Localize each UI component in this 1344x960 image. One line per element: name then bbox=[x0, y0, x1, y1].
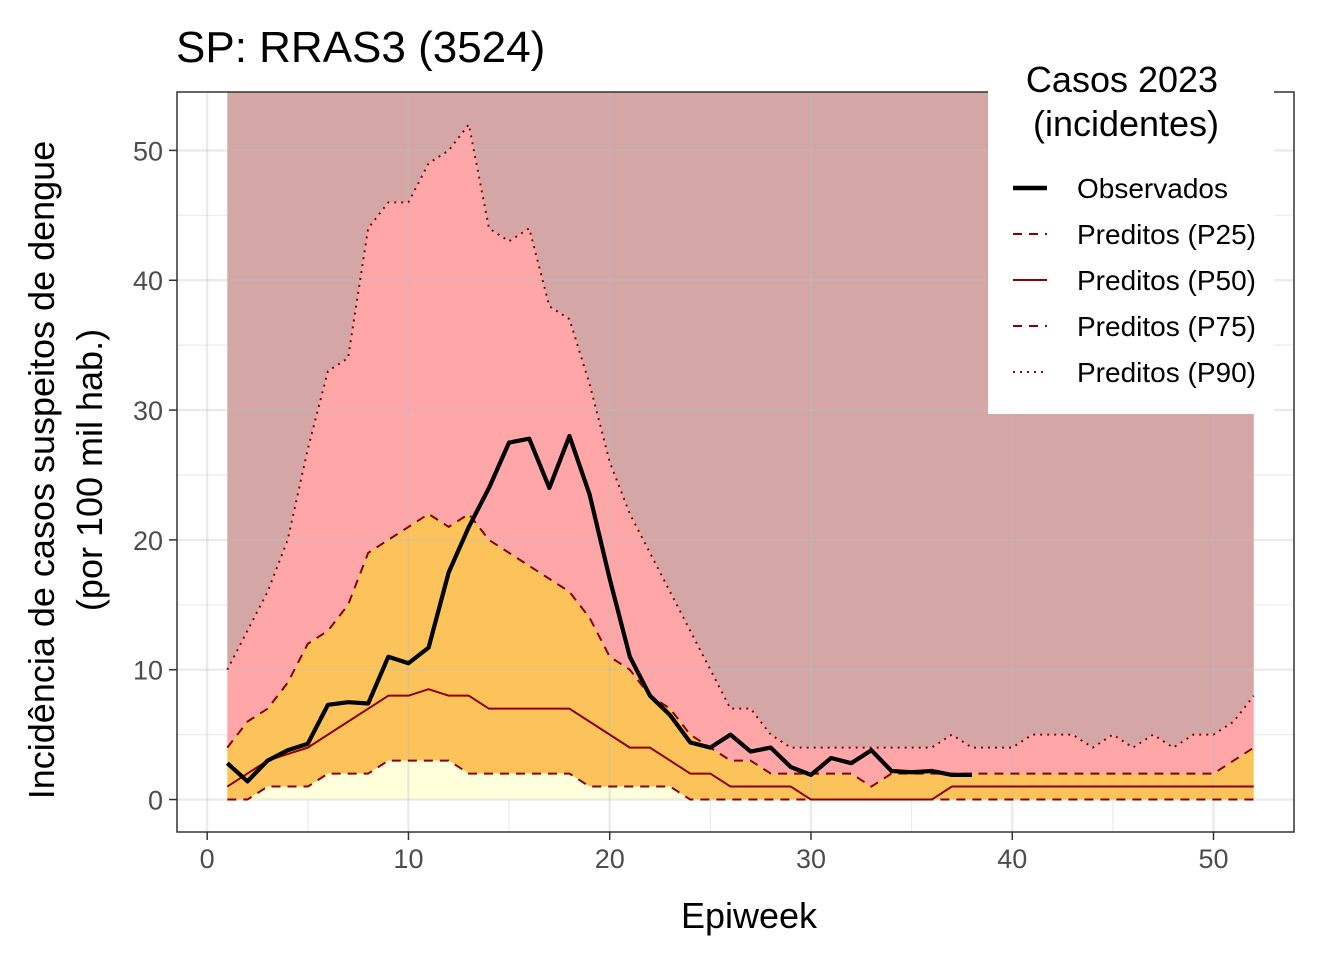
legend-entries: Observados Preditos (P25) Preditos (P50) Pr… bbox=[1013, 173, 1256, 388]
y-axis-title-line2: (por 100 mil hab.) bbox=[69, 329, 110, 611]
legend-entry-label: Preditos (P75) bbox=[1077, 311, 1256, 342]
y-tick-label: 30 bbox=[133, 396, 163, 426]
series-p90 bbox=[226, 123, 1255, 749]
series-p75 bbox=[226, 512, 1255, 788]
y-tick-label: 40 bbox=[133, 266, 163, 296]
y-tick-label: 0 bbox=[148, 786, 163, 816]
band-below-p25 bbox=[227, 760, 1254, 800]
series-p25 bbox=[227, 759, 1254, 801]
band-p75-p90 bbox=[227, 124, 1254, 787]
x-tick-label: 0 bbox=[200, 844, 215, 874]
x-tick-label: 50 bbox=[1198, 844, 1228, 874]
legend: Casos 2023 (incidentes) Observados Predit… bbox=[988, 56, 1274, 414]
legend-title-line1: Casos 2023 bbox=[1026, 59, 1218, 100]
x-axis-title: Epiweek bbox=[681, 895, 818, 936]
y-tick-label: 50 bbox=[133, 136, 163, 166]
x-tick-label: 20 bbox=[595, 844, 625, 874]
legend-entry-label: Preditos (P90) bbox=[1077, 357, 1256, 388]
legend-entry-label: Preditos (P25) bbox=[1077, 219, 1256, 250]
series bbox=[225, 123, 1255, 801]
legend-entry-label: Preditos (P50) bbox=[1077, 265, 1256, 296]
y-axis-title-line1: Incidência de casos suspeitos de dengue bbox=[21, 141, 62, 799]
series-p50 bbox=[226, 688, 1254, 801]
axes: 0 10 20 30 40 50 0 10 20 30 40 50 bbox=[133, 136, 1229, 874]
x-tick-label: 40 bbox=[997, 844, 1027, 874]
legend-title-line2: (incidentes) bbox=[1033, 103, 1219, 144]
x-tick-label: 10 bbox=[393, 844, 423, 874]
series-observed bbox=[225, 433, 972, 784]
legend-entry-label: Observados bbox=[1077, 173, 1228, 204]
y-tick-label: 20 bbox=[133, 526, 163, 556]
y-tick-label: 10 bbox=[133, 656, 163, 686]
plot-border bbox=[176, 91, 1295, 833]
x-tick-label: 30 bbox=[796, 844, 826, 874]
band-p25-p75 bbox=[227, 513, 1254, 800]
chart-title: SP: RRAS3 (3524) bbox=[176, 23, 545, 72]
